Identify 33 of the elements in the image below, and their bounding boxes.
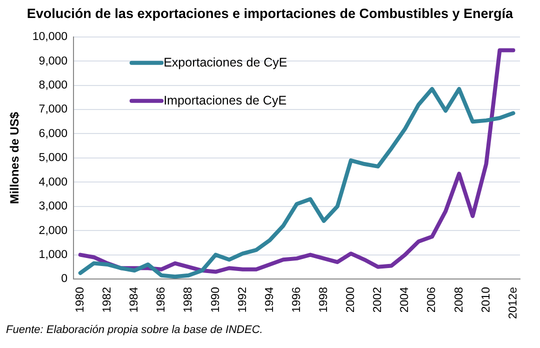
y-tick-label: 9,000 (38, 55, 68, 68)
y-tick-label: 7,000 (38, 104, 68, 116)
y-tick-label: 2,000 (38, 224, 68, 237)
x-tick-label: 2006 (426, 287, 438, 313)
x-tick-label: 1996 (290, 287, 303, 313)
x-tick-label: 2010 (480, 287, 492, 313)
y-axis-title: Millones de US$ (8, 112, 22, 204)
x-tick-label: 1990 (210, 287, 222, 313)
y-tick-label: 1,000 (38, 248, 68, 261)
x-tick-label: 1994 (264, 286, 276, 313)
x-tick-label: 1992 (236, 287, 249, 313)
y-tick-label: 5,000 (38, 152, 68, 164)
legend-label: Importaciones de CyE (164, 93, 287, 108)
y-tick-label: 0 (61, 273, 68, 286)
x-tick-label: 2002 (372, 287, 384, 313)
y-tick-label: 4,000 (38, 176, 68, 188)
x-tick-label: 2012e (507, 287, 520, 320)
x-tick-label: 1982 (102, 287, 114, 313)
chart-title: Evolución de las exportaciones e importaciones de Combustibles y Energía (26, 6, 514, 21)
y-tick-label: 10,000 (32, 31, 68, 44)
source-note: Fuente: Elaboración propia sobre la base de INDEC. (6, 324, 263, 336)
x-tick-label: 1980 (74, 287, 87, 313)
y-tick-label: 6,000 (38, 128, 68, 140)
x-tick-label: 2000 (345, 287, 358, 313)
x-tick-label: 1986 (156, 287, 168, 313)
y-tick-label: 3,000 (38, 200, 68, 213)
x-tick-label: 2008 (453, 287, 466, 313)
x-tick-label: 1984 (128, 286, 141, 313)
x-tick-label: 1998 (318, 287, 330, 313)
y-tick-label: 8,000 (38, 79, 68, 92)
x-tick-label: 2004 (399, 286, 412, 313)
legend-label: Exportaciones de CyE (164, 55, 288, 70)
x-tick-label: 1988 (182, 287, 195, 313)
